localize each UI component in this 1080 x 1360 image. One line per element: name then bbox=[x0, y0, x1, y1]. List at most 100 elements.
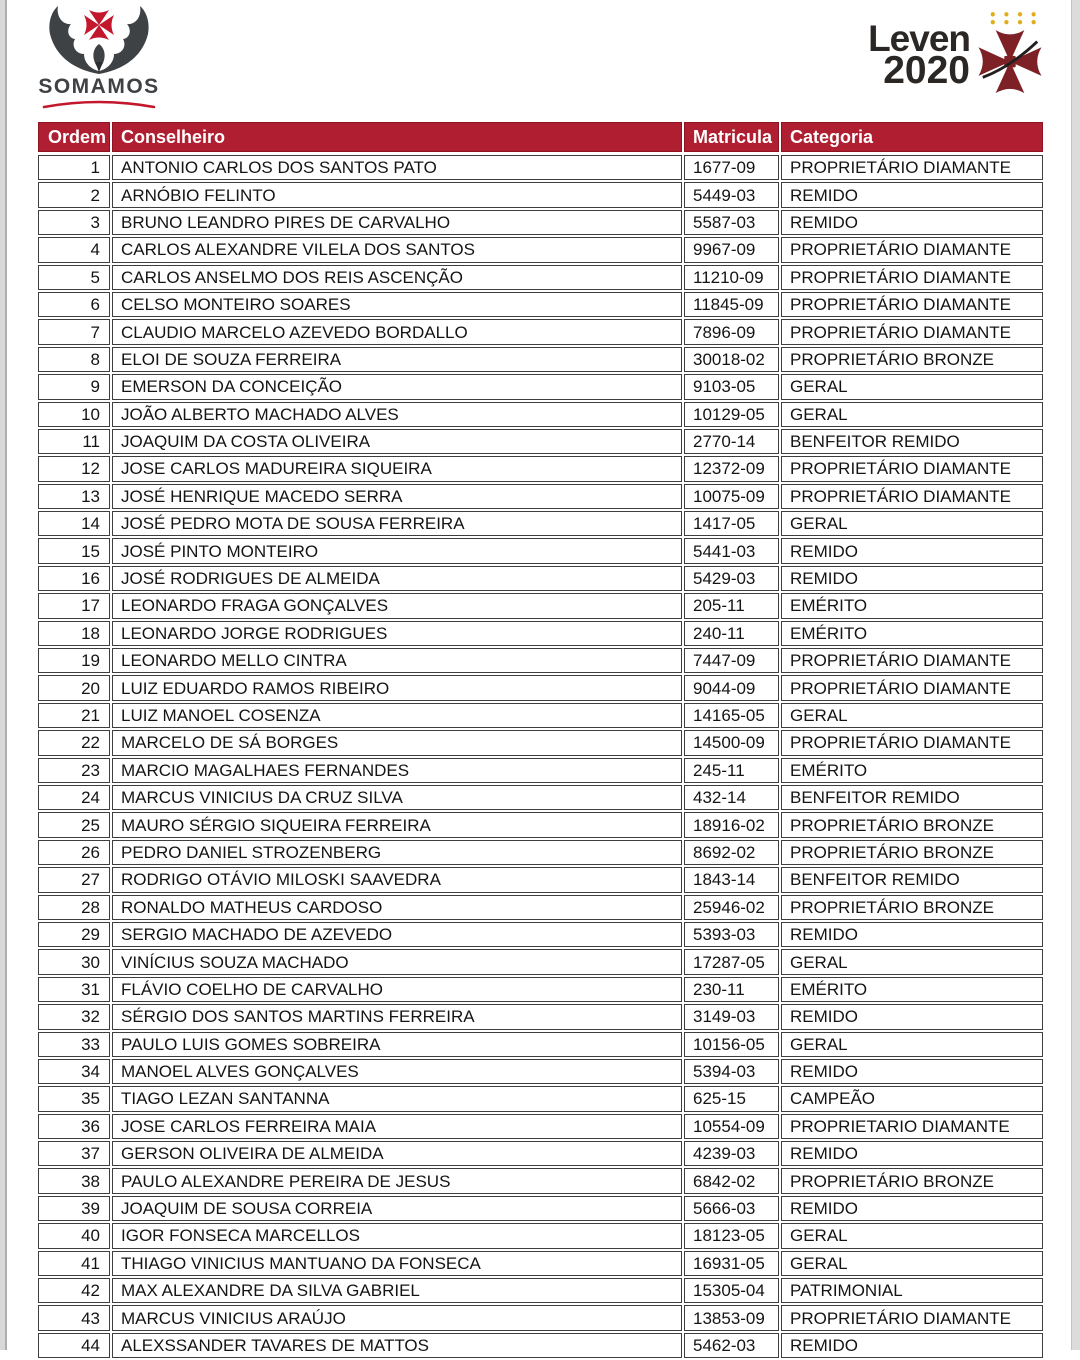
matricula-cell: 17287-05 bbox=[684, 949, 779, 975]
conselheiro-cell: PAULO LUIS GOMES SOBREIRA bbox=[112, 1031, 682, 1057]
conselheiro-cell: CLAUDIO MARCELO AZEVEDO BORDALLO bbox=[112, 319, 682, 345]
table-row: 24 MARCUS VINICIUS DA CRUZ SILVA 432-14 … bbox=[38, 784, 1043, 811]
categoria-cell: EMÉRITO bbox=[781, 620, 1043, 647]
conselheiro-cell: LEONARDO MELLO CINTRA bbox=[112, 648, 682, 674]
conselheiro-cell: PEDRO DANIEL STROZENBERG bbox=[112, 839, 682, 866]
categoria-cell: REMIDO bbox=[781, 209, 1043, 236]
conselheiro-cell: CELSO MONTEIRO SOARES bbox=[112, 291, 682, 318]
conselheiro-cell: RODRIGO OTÁVIO MILOSKI SAAVEDRA bbox=[112, 867, 682, 893]
categoria-cell: BENFEITOR REMIDO bbox=[781, 867, 1043, 893]
categoria-cell: GERAL bbox=[781, 949, 1043, 975]
leven-cross-icon bbox=[978, 12, 1042, 94]
matricula-cell: 2770-14 bbox=[684, 428, 779, 455]
ordem-cell: 32 bbox=[38, 1004, 110, 1030]
categoria-cell: PROPRIETÁRIO DIAMANTE bbox=[781, 648, 1043, 674]
matricula-cell: 16931-05 bbox=[684, 1250, 779, 1277]
table-row: 6 CELSO MONTEIRO SOARES 11845-09 PROPRIE… bbox=[38, 291, 1043, 318]
matricula-cell: 5587-03 bbox=[684, 209, 779, 236]
conselheiro-cell: JOAQUIM DA COSTA OLIVEIRA bbox=[112, 428, 682, 455]
categoria-cell: PATRIMONIAL bbox=[781, 1278, 1043, 1304]
conselheiro-cell: BRUNO LEANDRO PIRES DE CARVALHO bbox=[112, 209, 682, 236]
table-row: 21 LUIZ MANOEL COSENZA 14165-05 GERAL bbox=[38, 702, 1043, 729]
conselheiro-cell: VINÍCIUS SOUZA MACHADO bbox=[112, 949, 682, 975]
conselheiro-cell: LEONARDO FRAGA GONÇALVES bbox=[112, 593, 682, 619]
scan-edge-right bbox=[1071, 0, 1080, 1350]
conselheiro-cell: MARCELO DE SÁ BORGES bbox=[112, 730, 682, 756]
ordem-cell: 22 bbox=[38, 730, 110, 756]
table-row: 20 LUIZ EDUARDO RAMOS RIBEIRO 9044-09 PR… bbox=[38, 675, 1043, 701]
table-row: 38 PAULO ALEXANDRE PEREIRA DE JESUS 6842… bbox=[38, 1168, 1043, 1194]
categoria-cell: PROPRIETÁRIO BRONZE bbox=[781, 894, 1043, 920]
matricula-cell: 18916-02 bbox=[684, 812, 779, 838]
matricula-cell: 4239-03 bbox=[684, 1141, 779, 1167]
conselheiro-cell: MANOEL ALVES GONÇALVES bbox=[112, 1058, 682, 1085]
matricula-cell: 5449-03 bbox=[684, 182, 779, 208]
table-row: 11 JOAQUIM DA COSTA OLIVEIRA 2770-14 BEN… bbox=[38, 428, 1043, 455]
matricula-cell: 10129-05 bbox=[684, 401, 779, 427]
conselheiro-cell: MAURO SÉRGIO SIQUEIRA FERREIRA bbox=[112, 812, 682, 838]
ordem-cell: 26 bbox=[38, 839, 110, 866]
ordem-cell: 25 bbox=[38, 812, 110, 838]
table-body: 1 ANTONIO CARLOS DOS SANTOS PATO 1677-09… bbox=[38, 155, 1043, 1359]
ordem-cell: 5 bbox=[38, 264, 110, 290]
categoria-cell: PROPRIETÁRIO DIAMANTE bbox=[781, 483, 1043, 510]
table-row: 22 MARCELO DE SÁ BORGES 14500-09 PROPRIE… bbox=[38, 730, 1043, 756]
somamos-wordmark: SOMAMOS bbox=[38, 75, 160, 98]
categoria-cell: PROPRIETÁRIO BRONZE bbox=[781, 812, 1043, 838]
categoria-cell: PROPRIETÁRIO DIAMANTE bbox=[781, 319, 1043, 345]
conselheiro-cell: IGOR FONSECA MARCELLOS bbox=[112, 1223, 682, 1249]
conselheiro-cell: ANTONIO CARLOS DOS SANTOS PATO bbox=[112, 155, 682, 181]
matricula-cell: 30018-02 bbox=[684, 346, 779, 373]
leven-word: Leven bbox=[868, 17, 971, 59]
matricula-cell: 245-11 bbox=[684, 757, 779, 783]
categoria-cell: REMIDO bbox=[781, 921, 1043, 948]
ordem-cell: 14 bbox=[38, 511, 110, 537]
matricula-cell: 1843-14 bbox=[684, 867, 779, 893]
categoria-cell: PROPRIETÁRIO BRONZE bbox=[781, 1168, 1043, 1194]
matricula-cell: 5429-03 bbox=[684, 565, 779, 592]
table-row: 25 MAURO SÉRGIO SIQUEIRA FERREIRA 18916-… bbox=[38, 812, 1043, 838]
categoria-cell: BENFEITOR REMIDO bbox=[781, 428, 1043, 455]
matricula-cell: 5666-03 bbox=[684, 1195, 779, 1222]
leven-wordmark: Leven 2020 bbox=[868, 17, 971, 96]
categoria-cell: EMÉRITO bbox=[781, 976, 1043, 1003]
matricula-cell: 14500-09 bbox=[684, 730, 779, 756]
table-row: 4 CARLOS ALEXANDRE VILELA DOS SANTOS 996… bbox=[38, 237, 1043, 263]
ordem-cell: 31 bbox=[38, 976, 110, 1003]
categoria-cell: PROPRIETÁRIO DIAMANTE bbox=[781, 730, 1043, 756]
table-row: 14 JOSÉ PEDRO MOTA DE SOUSA FERREIRA 141… bbox=[38, 511, 1043, 537]
table-row: 42 MAX ALEXANDRE DA SILVA GABRIEL 15305-… bbox=[38, 1278, 1043, 1304]
conselheiro-cell: THIAGO VINICIUS MANTUANO DA FONSECA bbox=[112, 1250, 682, 1277]
categoria-cell: PROPRIETÁRIO DIAMANTE bbox=[781, 264, 1043, 290]
ordem-cell: 8 bbox=[38, 346, 110, 373]
table-row: 8 ELOI DE SOUZA FERREIRA 30018-02 PROPRI… bbox=[38, 346, 1043, 373]
matricula-cell: 230-11 bbox=[684, 976, 779, 1003]
conselheiro-cell: PAULO ALEXANDRE PEREIRA DE JESUS bbox=[112, 1168, 682, 1194]
categoria-cell: GERAL bbox=[781, 401, 1043, 427]
ordem-cell: 28 bbox=[38, 894, 110, 920]
ordem-cell: 39 bbox=[38, 1195, 110, 1222]
matricula-cell: 13853-09 bbox=[684, 1305, 779, 1331]
maltese-cross-icon bbox=[978, 30, 1042, 94]
table-row: 17 LEONARDO FRAGA GONÇALVES 205-11 EMÉRI… bbox=[38, 593, 1043, 619]
column-header-conselheiro: Conselheiro bbox=[112, 122, 682, 152]
categoria-cell: REMIDO bbox=[781, 1004, 1043, 1030]
categoria-cell: PROPRIETÁRIO DIAMANTE bbox=[781, 675, 1043, 701]
categoria-cell: REMIDO bbox=[781, 1195, 1043, 1222]
table-row: 15 JOSÉ PINTO MONTEIRO 5441-03 REMIDO bbox=[38, 538, 1043, 564]
categoria-cell: PROPRIETÁRIO DIAMANTE bbox=[781, 155, 1043, 181]
matricula-cell: 432-14 bbox=[684, 784, 779, 811]
table-row: 9 EMERSON DA CONCEIÇÃO 9103-05 GERAL bbox=[38, 374, 1043, 400]
scan-edge-left bbox=[0, 0, 7, 1350]
matricula-cell: 10075-09 bbox=[684, 483, 779, 510]
ordem-cell: 21 bbox=[38, 702, 110, 729]
ordem-cell: 18 bbox=[38, 620, 110, 647]
ordem-cell: 30 bbox=[38, 949, 110, 975]
conselheiro-cell: JOÃO ALBERTO MACHADO ALVES bbox=[112, 401, 682, 427]
ordem-cell: 33 bbox=[38, 1031, 110, 1057]
conselheiro-cell: LEONARDO JORGE RODRIGUES bbox=[112, 620, 682, 647]
table-row: 29 SERGIO MACHADO DE AZEVEDO 5393-03 REM… bbox=[38, 921, 1043, 948]
ordem-cell: 42 bbox=[38, 1278, 110, 1304]
categoria-cell: EMÉRITO bbox=[781, 757, 1043, 783]
matricula-cell: 625-15 bbox=[684, 1086, 779, 1112]
